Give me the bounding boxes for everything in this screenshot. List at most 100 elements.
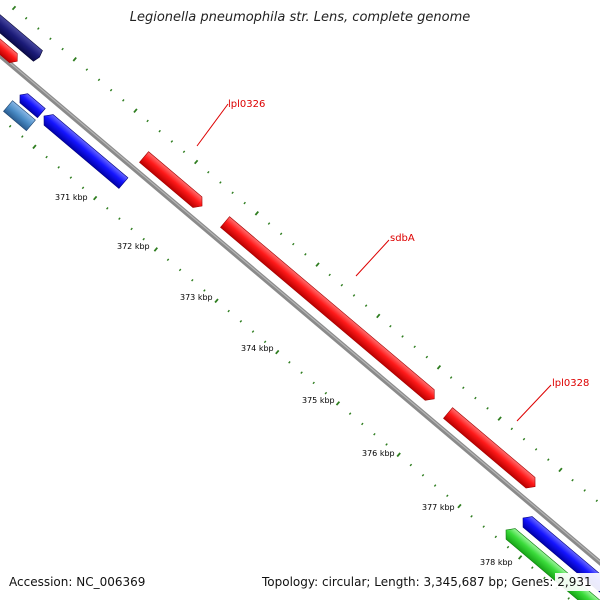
tick-mark	[97, 78, 101, 82]
tick-mark	[457, 503, 462, 509]
tick-mark	[24, 16, 28, 20]
tick-mark	[203, 289, 206, 292]
tick-mark	[214, 298, 219, 304]
tick-mark	[583, 489, 586, 492]
scale-label: 376 kbp	[362, 449, 395, 458]
tick-mark	[178, 268, 182, 272]
tick-mark	[69, 176, 73, 179]
gene-steel-partial[interactable]	[3, 100, 36, 132]
tick-mark	[292, 242, 295, 246]
tick-mark	[328, 273, 331, 277]
genome-summary-text: Topology: circular; Length: 3,345,687 bp…	[262, 575, 592, 589]
tick-mark	[275, 349, 280, 355]
tick-mark	[571, 478, 574, 482]
tick-mark	[146, 119, 149, 123]
tick-mark	[401, 335, 404, 338]
gene-label-lpl0326[interactable]: lpl0326	[228, 99, 265, 110]
tick-mark	[312, 381, 315, 385]
tick-mark	[45, 155, 48, 159]
tick-mark	[364, 304, 368, 307]
tick-mark	[340, 283, 344, 287]
upper-tick-row	[11, 5, 599, 503]
tick-mark	[122, 99, 125, 102]
tick-mark	[279, 232, 283, 236]
tick-mark	[470, 515, 473, 518]
tick-mark	[153, 247, 158, 252]
tick-mark	[207, 170, 210, 174]
tick-mark	[421, 473, 425, 477]
tick-mark	[182, 150, 186, 154]
tick-mark	[170, 140, 174, 143]
leader-lpl0326	[196, 103, 229, 147]
gene-reverse-large[interactable]	[39, 111, 129, 189]
lower-tick-row	[8, 124, 570, 600]
tick-mark	[239, 320, 243, 323]
tick-mark	[510, 427, 514, 431]
tick-mark	[227, 309, 230, 313]
gene-lpl0328[interactable]	[443, 407, 539, 492]
scale-label: 375 kbp	[302, 396, 335, 405]
tick-mark	[251, 330, 255, 333]
tick-mark	[130, 227, 133, 231]
tick-mark	[425, 355, 429, 359]
tick-mark	[142, 237, 145, 241]
tick-mark	[522, 437, 526, 441]
tick-mark	[433, 484, 437, 487]
tick-mark	[409, 463, 413, 467]
tick-mark	[158, 129, 161, 133]
tick-mark	[315, 262, 320, 267]
gene-label-lpl0328[interactable]: lpl0328	[552, 378, 589, 389]
tick-mark	[595, 499, 599, 503]
sequence-backbone	[0, 52, 600, 566]
tick-mark	[567, 597, 570, 600]
gene-sdbA[interactable]	[220, 216, 438, 405]
tick-mark	[61, 47, 64, 51]
tick-mark	[304, 253, 307, 256]
tick-mark	[106, 207, 109, 210]
leader-sdbA	[355, 239, 390, 277]
gene-lpl0326[interactable]	[139, 151, 206, 212]
tick-mark	[263, 340, 267, 344]
tick-mark	[166, 258, 170, 262]
tick-mark	[534, 448, 538, 451]
tick-mark	[254, 211, 259, 216]
accession-text: Accession: NC_006369	[9, 575, 146, 589]
gene-reverse-small[interactable]	[16, 90, 46, 119]
tick-mark	[373, 432, 376, 436]
tick-mark	[194, 159, 199, 165]
scale-label: 378 kbp	[480, 558, 513, 567]
tick-mark	[413, 345, 416, 349]
tick-mark	[8, 124, 12, 128]
tick-mark	[348, 412, 352, 415]
gene-dark-partial[interactable]	[0, 6, 44, 63]
gene-forward-partial[interactable]	[0, 34, 21, 65]
tick-mark	[191, 278, 194, 282]
tick-mark	[243, 201, 246, 205]
tick-mark	[486, 407, 489, 410]
scale-label: 374 kbp	[241, 344, 274, 353]
tick-mark	[389, 324, 392, 328]
scale-label: 372 kbp	[117, 242, 150, 251]
tick-mark	[558, 467, 563, 473]
tick-mark	[543, 576, 546, 580]
tick-mark	[436, 365, 442, 370]
tick-mark	[118, 217, 121, 220]
scale-label: 377 kbp	[422, 503, 455, 512]
tick-mark	[85, 68, 89, 71]
tick-mark	[57, 166, 60, 169]
tick-mark	[72, 57, 77, 62]
tick-mark	[482, 525, 485, 528]
tick-mark	[446, 494, 449, 498]
tick-mark	[49, 37, 52, 41]
tick-mark	[497, 416, 502, 421]
tick-mark	[133, 108, 138, 113]
tick-mark	[231, 191, 234, 195]
tick-mark	[474, 396, 477, 400]
gene-label-sdbA[interactable]: sdbA	[390, 233, 415, 244]
tick-mark	[396, 452, 401, 458]
tick-mark	[385, 443, 388, 446]
tick-mark	[11, 5, 17, 11]
scale-label: 371 kbp	[55, 193, 88, 202]
tick-mark	[267, 222, 271, 225]
